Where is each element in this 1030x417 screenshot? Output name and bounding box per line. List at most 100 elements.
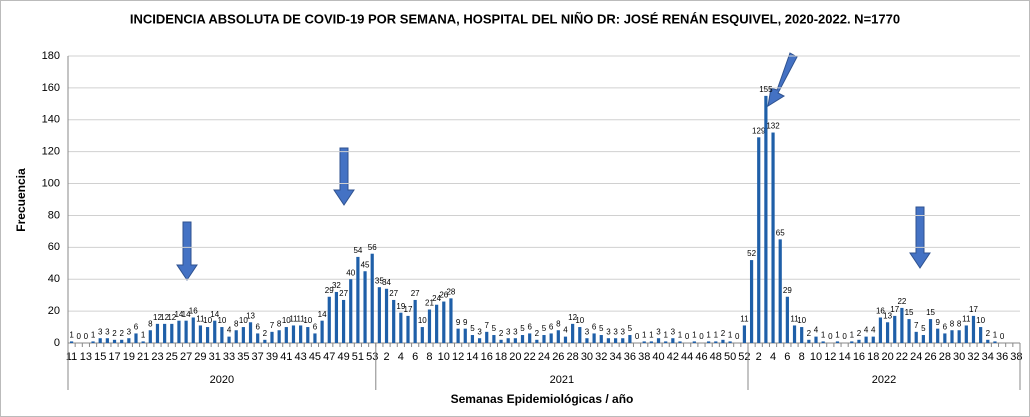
value-label: 0 xyxy=(635,332,640,341)
x-tick-label: 26 xyxy=(924,351,936,363)
value-label: 5 xyxy=(520,324,525,333)
x-tick-label: 16 xyxy=(481,351,493,363)
value-label: 10 xyxy=(418,316,427,325)
bar xyxy=(571,323,575,343)
bar xyxy=(141,341,145,343)
x-tick-label: 40 xyxy=(652,351,664,363)
value-label: 0 xyxy=(828,332,833,341)
bar xyxy=(599,335,603,343)
bar xyxy=(792,325,797,343)
x-tick-label: 46 xyxy=(695,351,707,363)
value-label: 16 xyxy=(189,307,198,316)
value-label: 21 xyxy=(425,299,434,308)
bar xyxy=(692,341,696,343)
bar xyxy=(449,298,453,343)
x-tick-label: 21 xyxy=(137,351,149,363)
value-label: 7 xyxy=(270,321,275,330)
x-tick-label: 8 xyxy=(426,351,432,363)
bar xyxy=(850,341,854,343)
bar xyxy=(986,339,990,343)
value-label: 1 xyxy=(993,331,998,340)
x-tick-label: 29 xyxy=(194,351,206,363)
bar xyxy=(513,338,517,343)
value-label: 3 xyxy=(98,327,103,336)
bar xyxy=(392,299,396,343)
bar xyxy=(649,341,653,343)
value-label: 12 xyxy=(568,313,577,322)
value-label: 14 xyxy=(174,310,183,319)
x-tick-label: 34 xyxy=(609,351,621,363)
bar xyxy=(585,338,589,343)
x-tick-label: 20 xyxy=(881,351,893,363)
bar xyxy=(456,328,460,343)
value-label: 2 xyxy=(857,329,862,338)
value-label: 54 xyxy=(353,246,362,255)
x-tick-label: 24 xyxy=(538,351,550,363)
x-tick-label: 16 xyxy=(853,351,865,363)
x-tick-label: 32 xyxy=(967,351,979,363)
bar xyxy=(606,338,611,343)
bar xyxy=(91,341,95,343)
x-tick-label: 52 xyxy=(738,351,750,363)
value-label: 28 xyxy=(446,287,455,296)
bar xyxy=(435,304,439,343)
value-label: 9 xyxy=(935,318,940,327)
value-label: 5 xyxy=(628,324,633,333)
bar xyxy=(220,327,224,343)
x-tick-label: 2 xyxy=(383,351,389,363)
value-label: 8 xyxy=(148,319,153,328)
bar xyxy=(964,325,968,343)
value-label: 15 xyxy=(926,308,935,317)
value-label: 14 xyxy=(318,310,327,319)
bar xyxy=(742,325,747,343)
x-tick-label: 33 xyxy=(223,351,235,363)
x-tick-label: 27 xyxy=(180,351,192,363)
x-tick-label: 4 xyxy=(398,351,404,363)
value-label: 5 xyxy=(599,324,604,333)
bar xyxy=(463,328,467,343)
bar xyxy=(814,336,818,343)
bar xyxy=(728,341,732,343)
value-label: 12 xyxy=(160,313,169,322)
x-tick-label: 44 xyxy=(681,351,693,363)
value-label: 2 xyxy=(807,329,812,338)
y-axis-label: Frecuencia xyxy=(14,168,28,232)
x-tick-label: 53 xyxy=(366,351,378,363)
y-tick-label: 60 xyxy=(48,241,60,253)
y-tick-label: 80 xyxy=(48,209,60,221)
bar xyxy=(134,333,138,343)
bar xyxy=(399,312,403,343)
value-label: 4 xyxy=(814,326,819,335)
x-tick-label: 24 xyxy=(910,351,922,363)
bar xyxy=(499,339,503,343)
bar xyxy=(592,333,596,343)
x-tick-label: 39 xyxy=(266,351,278,363)
value-label: 5 xyxy=(921,324,926,333)
x-tick-label: 48 xyxy=(710,351,722,363)
bar xyxy=(943,333,947,343)
bar xyxy=(69,341,74,343)
value-label: 3 xyxy=(606,327,611,336)
x-tick-label: 10 xyxy=(438,351,450,363)
x-tick-label: 51 xyxy=(352,351,364,363)
value-label: 7 xyxy=(485,321,490,330)
bar xyxy=(163,323,167,343)
value-label: 27 xyxy=(389,289,398,298)
bar xyxy=(170,323,174,343)
bar xyxy=(771,132,775,343)
value-label: 155 xyxy=(759,85,773,94)
value-label: 8 xyxy=(950,319,955,328)
bar xyxy=(485,331,489,343)
value-label: 12 xyxy=(153,313,162,322)
value-label: 6 xyxy=(527,323,532,332)
value-label: 9 xyxy=(463,318,468,327)
value-label: 13 xyxy=(883,311,892,320)
value-label: 3 xyxy=(105,327,110,336)
bar xyxy=(993,341,997,343)
bar xyxy=(227,336,231,343)
year-label: 2021 xyxy=(550,374,574,386)
bar xyxy=(363,271,367,343)
value-label: 8 xyxy=(957,319,962,328)
bar xyxy=(306,327,310,343)
value-label: 10 xyxy=(239,316,248,325)
